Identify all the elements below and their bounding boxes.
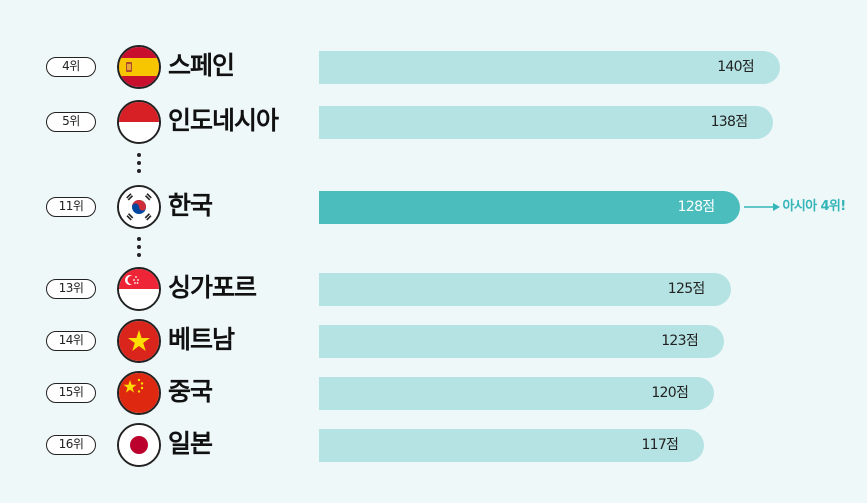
rank-badge: 4위: [46, 57, 96, 77]
country-label: 베트남: [168, 325, 235, 354]
ellipsis-icon: [136, 237, 142, 261]
bar-value-label: 123점: [661, 333, 699, 349]
rank-badge: 15위: [46, 383, 96, 403]
bar-value-label: 120점: [651, 385, 689, 401]
bar-value-label: 138점: [710, 114, 749, 130]
korea-flag-icon: [117, 185, 161, 229]
rank-badge: 13위: [46, 279, 96, 299]
bar-value-label: 117점: [641, 437, 679, 453]
rank-badge: 14위: [46, 331, 96, 351]
bar: [319, 191, 741, 224]
bar-value-label: 140점: [717, 59, 755, 75]
japan-flag-icon: [117, 423, 161, 467]
rank-badge: 16위: [46, 435, 96, 455]
indonesia-flag-icon: [117, 100, 161, 144]
rank-badge: 5위: [46, 112, 96, 132]
bar-value-label: 128점: [677, 199, 716, 215]
bar: [319, 429, 705, 462]
country-label: 일본: [168, 429, 213, 458]
rank-badge: 11위: [46, 197, 96, 217]
country-label: 싱가포르: [168, 273, 257, 302]
bar: [319, 377, 715, 410]
country-label: 중국: [168, 377, 213, 406]
bar: [319, 273, 731, 306]
annotation-arrow-icon: [744, 203, 781, 211]
country-label: 인도네시아: [168, 106, 279, 135]
vietnam-flag-icon: [117, 319, 161, 363]
spain-flag-icon: [117, 45, 161, 89]
bar: [319, 51, 780, 84]
country-label: 스페인: [168, 51, 235, 80]
country-label: 한국: [168, 191, 213, 220]
bar: [319, 325, 725, 358]
ellipsis-icon: [136, 153, 142, 177]
singapore-flag-icon: [117, 267, 161, 311]
annotation-label: 아시아 4위!: [782, 199, 846, 214]
bar: [319, 106, 774, 139]
china-flag-icon: [117, 371, 161, 415]
bar-value-label: 125점: [667, 281, 706, 297]
